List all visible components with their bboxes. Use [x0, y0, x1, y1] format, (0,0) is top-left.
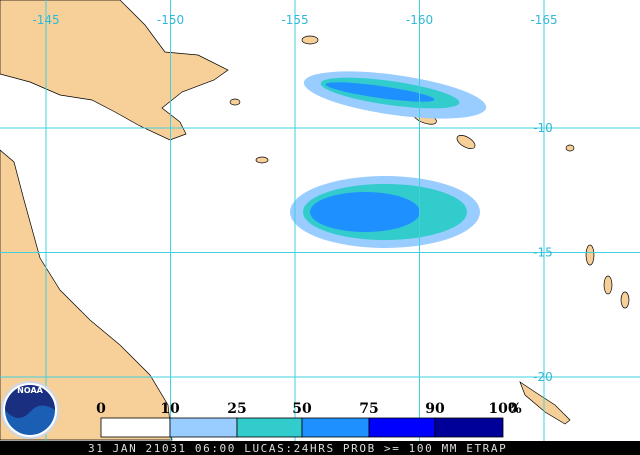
graticule: -145 -150 -155 -160 -165 -10 -15 -20	[0, 0, 640, 441]
lat-label: -20	[533, 370, 553, 384]
lon-label: -150	[157, 13, 184, 27]
legend-swatch	[434, 417, 504, 438]
precip-south	[290, 176, 480, 248]
legend-label: 90	[425, 401, 445, 417]
legend-swatch	[236, 417, 303, 438]
legend: 0 10 25 50 75 90 100%	[96, 401, 522, 438]
legend-swatch	[100, 417, 171, 438]
lon-label: -160	[406, 13, 433, 27]
logo-text: NOAA	[17, 386, 43, 395]
lon-label: -145	[32, 13, 59, 27]
legend-swatch	[169, 417, 238, 438]
lon-label: -165	[530, 13, 557, 27]
legend-label: 50	[292, 401, 312, 417]
legend-label: 0	[96, 401, 106, 417]
legend-swatch	[368, 417, 436, 438]
legend-swatch	[301, 417, 370, 438]
lat-label: -10	[533, 121, 553, 135]
footer-bar	[0, 441, 640, 455]
footer-text: 31 JAN 21031 06:00 LUCAS:24HRS PROB >= 1…	[88, 442, 507, 455]
legend-label: 100	[488, 401, 517, 417]
legend-label: 75	[359, 401, 378, 417]
lon-label: -155	[281, 13, 308, 27]
legend-label: 10	[160, 401, 180, 417]
logo: NOAA	[1, 381, 59, 439]
legend-label: 25	[227, 401, 246, 417]
legend-unit: %	[508, 401, 521, 417]
precip-north	[303, 71, 487, 119]
lat-label: -15	[533, 246, 553, 260]
